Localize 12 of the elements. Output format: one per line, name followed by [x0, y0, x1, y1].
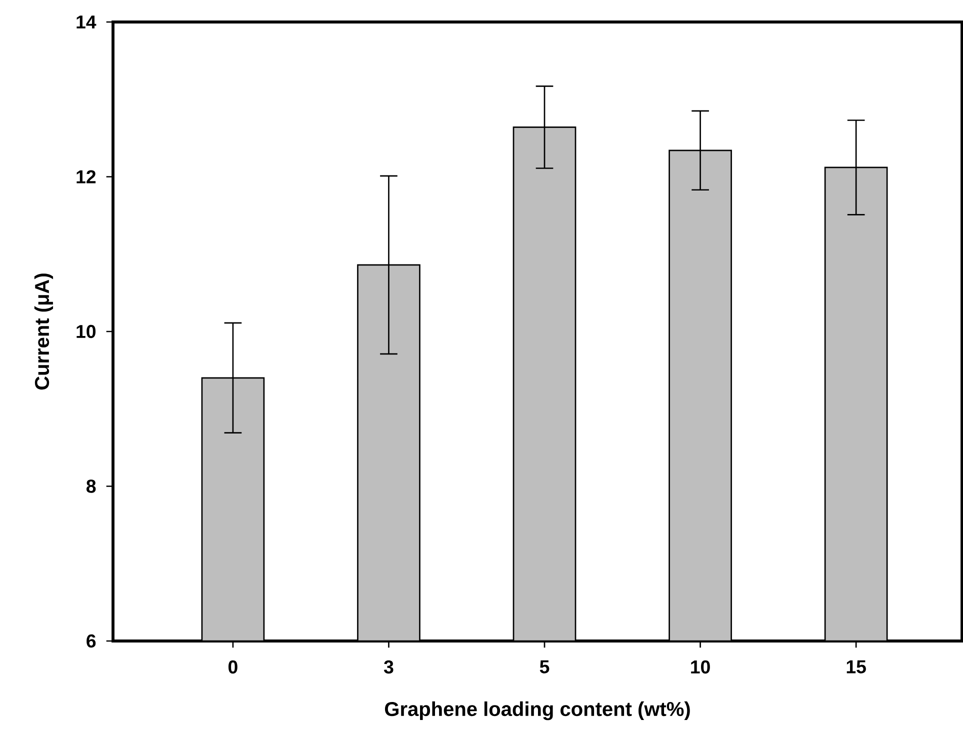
y-tick-label: 12 — [76, 170, 96, 184]
x-tick-label: 10 — [691, 660, 710, 674]
x-tick-label: 15 — [846, 660, 866, 674]
y-tick-label: 6 — [86, 634, 96, 648]
y-tick-label: 14 — [76, 16, 96, 28]
y-tick-label: 8 — [86, 480, 96, 493]
x-tick-label: 5 — [540, 660, 550, 674]
x-axis-title: Graphene loading content (wt%) — [384, 701, 690, 720]
y-axis-title: Current (μA) — [34, 274, 54, 390]
x-tick-label: 3 — [384, 660, 394, 674]
y-tick-label: 10 — [76, 324, 96, 338]
x-tick-label: 0 — [228, 660, 238, 674]
